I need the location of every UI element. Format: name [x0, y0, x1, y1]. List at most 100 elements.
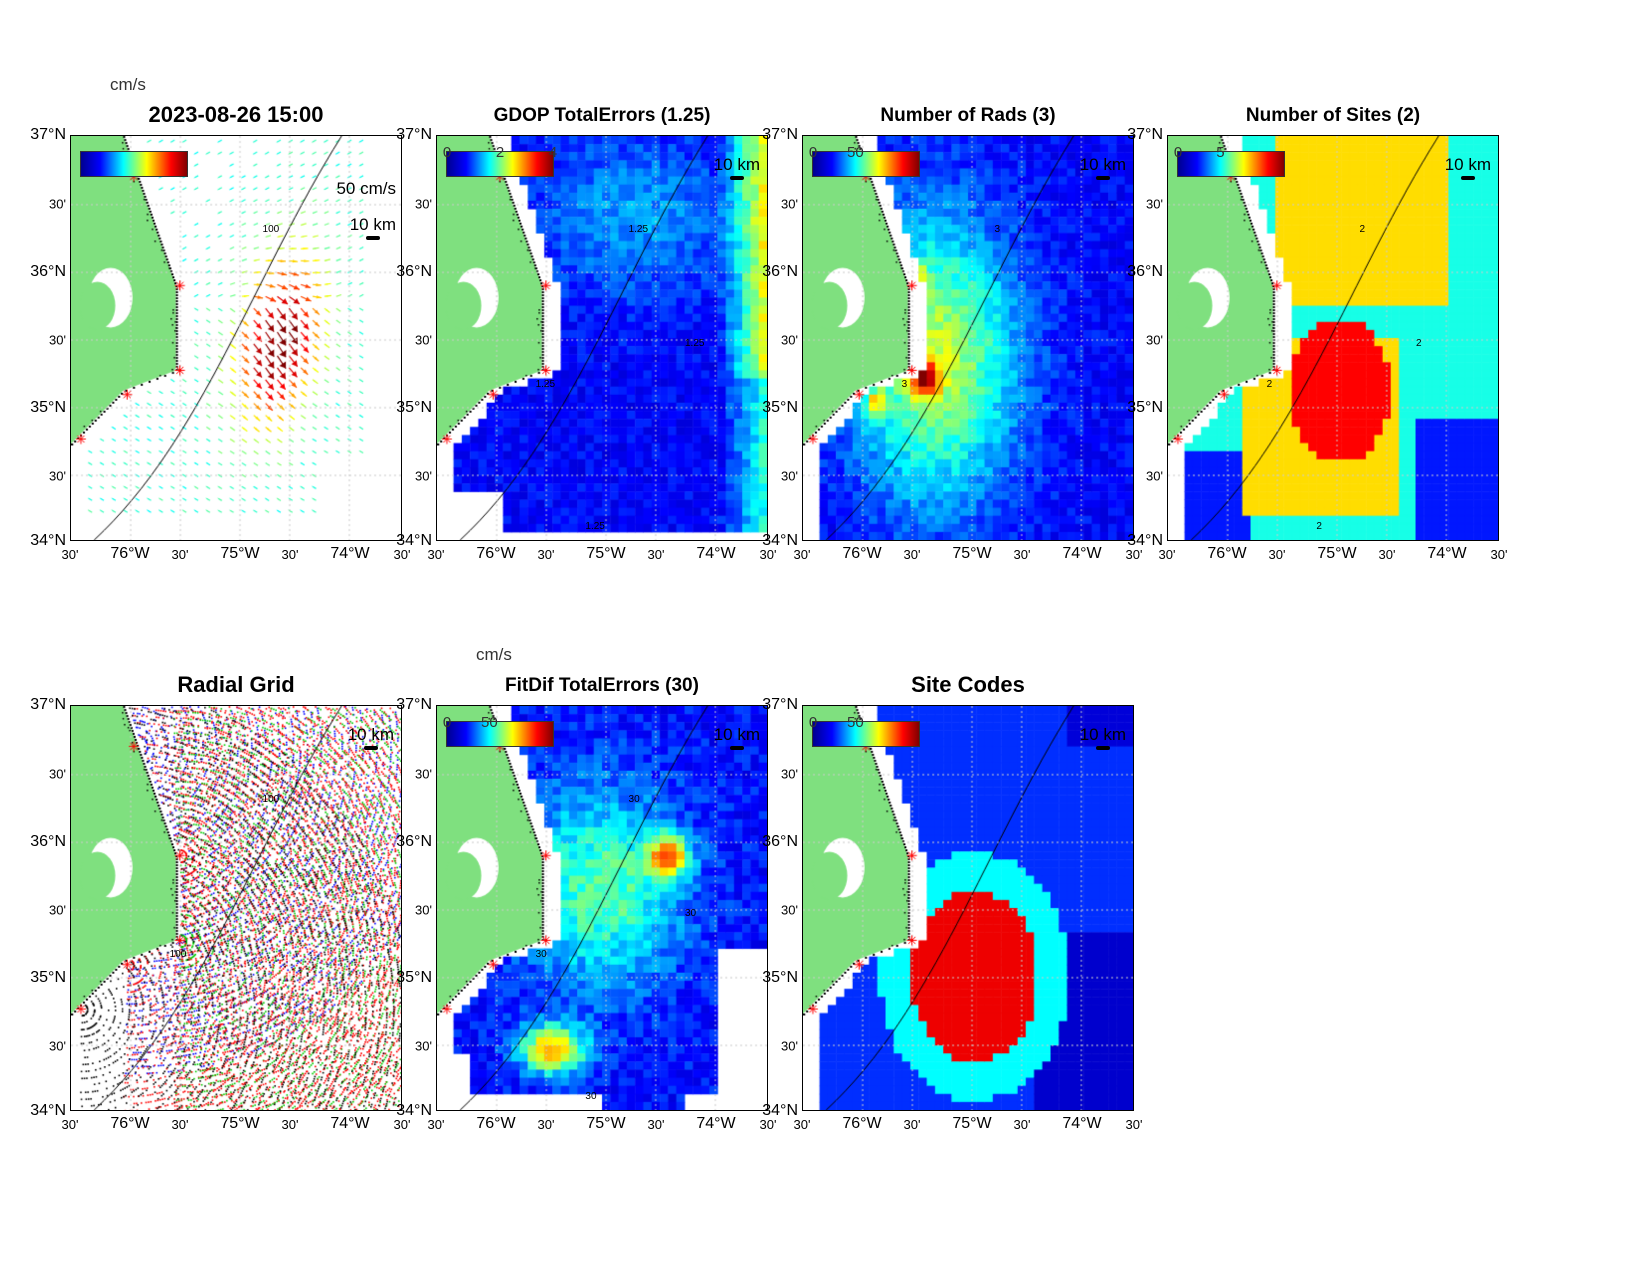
colorbar-tick: 50 [847, 144, 864, 161]
y-tick-label: 30' [415, 1038, 432, 1054]
y-tick-label: 30' [49, 468, 66, 484]
y-tick-label: 36°N [396, 833, 432, 850]
contour-label: 1.25 [685, 338, 705, 349]
contour-label: 2 [1416, 338, 1422, 349]
x-tick-label: 30' [793, 1117, 811, 1132]
panel-title: FitDif TotalErrors (30) [505, 675, 699, 696]
x-tick-label: 30' [393, 1117, 411, 1132]
x-tick-label: 76°W [476, 545, 516, 562]
x-tick-label: 30' [427, 1117, 445, 1132]
scale-bar-line [1095, 746, 1110, 750]
x-tick-label: 30' [61, 1117, 79, 1132]
y-tick-label: 35°N [30, 969, 66, 986]
y-tick-label: 35°N [762, 969, 798, 986]
y-tick-label: 34°N [30, 532, 66, 549]
contour-label: 30 [685, 908, 697, 919]
y-tick-label: 30' [49, 766, 66, 782]
y-tick-label: 36°N [762, 833, 798, 850]
map-canvas-gdop [436, 135, 768, 541]
scale-bar-line [363, 746, 378, 750]
y-tick-label: 34°N [396, 1102, 432, 1119]
contour-label: 30 [535, 948, 547, 960]
x-tick-label: 76°W [476, 1115, 516, 1132]
scale-label: 10 km [347, 725, 394, 744]
x-tick-label: 30' [903, 1117, 921, 1132]
y-tick-label: 30' [49, 902, 66, 918]
scale-bar: 10 km [714, 725, 760, 750]
contour-label: 3 [994, 224, 1001, 236]
map-canvas-fitdif [436, 705, 768, 1111]
y-tick-label: 35°N [762, 399, 798, 416]
colorbar-unit: cm/s [476, 645, 512, 664]
y-tick-label: 37°N [396, 696, 432, 713]
x-tick-label: 76°W [110, 545, 150, 562]
y-tick-label: 30' [49, 332, 66, 348]
y-tick-label: 30' [415, 332, 432, 348]
x-tick-label: 30' [61, 547, 79, 562]
y-tick-label: 30' [415, 902, 432, 918]
scale-bar: 10 km [350, 215, 396, 240]
scale-bar-line [1095, 176, 1110, 180]
y-tick-label: 36°N [30, 833, 66, 850]
colorbar-unit: cm/s [110, 75, 146, 94]
x-tick-label: 75°W [220, 1115, 260, 1132]
x-tick-label: 30' [281, 547, 299, 562]
y-tick-label: 30' [781, 1038, 798, 1054]
contour-label: 100 [262, 794, 280, 806]
x-tick-label: 30' [1268, 547, 1286, 562]
scale-label: 10 km [1079, 725, 1126, 744]
map-panel-fitdif: FitDif TotalErrors (30) 37°N 30' 36°N 30' 35°… [396, 645, 776, 1132]
x-tick-label: 75°W [1317, 545, 1357, 562]
y-tick-label: 30' [781, 902, 798, 918]
panel-title: 2023-08-26 15:00 [148, 102, 324, 127]
x-tick-label: 30' [793, 547, 811, 562]
colorbar-tick: 0 [1173, 144, 1183, 161]
x-tick-label: 30' [171, 1117, 189, 1132]
x-tick-label: 75°W [586, 545, 626, 562]
scale-bar: 10 km [1080, 725, 1126, 750]
contour-label: 2 [1316, 520, 1322, 532]
x-tick-label: 30' [281, 1117, 299, 1132]
colorbar [80, 151, 188, 177]
x-tick-label: 74°W [330, 545, 370, 562]
y-tick-label: 35°N [396, 399, 432, 416]
map-panel-sites: Number of Sites (2) 37°N 30' 36°N 30' 35°N 30'… [1127, 105, 1507, 562]
y-tick-label: 30' [1146, 332, 1163, 348]
x-tick-label: 30' [1378, 547, 1396, 562]
scale-label: 10 km [713, 155, 760, 174]
x-tick-label: 74°W [696, 545, 736, 562]
colorbar: 0 50 [809, 714, 920, 747]
y-tick-label: 34°N [30, 1102, 66, 1119]
colorbar: 0 50 [809, 144, 920, 177]
y-tick-label: 35°N [1127, 399, 1163, 416]
contour-label: 30 [628, 794, 640, 806]
panel-title: GDOP TotalErrors (1.25) [493, 105, 711, 126]
x-tick-label: 30' [1125, 1117, 1143, 1132]
colorbar-tick: 0 [442, 714, 452, 731]
contour-label: 30 [585, 1090, 597, 1102]
scale-label: 10 km [1079, 155, 1126, 174]
map-canvas-sites [1167, 135, 1499, 541]
map-canvas-radial [70, 705, 402, 1111]
x-tick-label: 30' [1125, 547, 1143, 562]
y-tick-label: 37°N [762, 126, 798, 143]
y-tick-label: 30' [781, 468, 798, 484]
map-panel-sitecodes: Site Codes 37°N 30' 36°N 30' 35°N 30' 34°N 30' 76… [762, 672, 1142, 1132]
colorbar-tick: 0 [808, 144, 818, 161]
map-panel-gdop: GDOP TotalErrors (1.25) 37°N 30' 36°N 30' 35°… [396, 105, 776, 562]
colorbar-tick: 50 [847, 714, 864, 731]
map-panel-rads: Number of Rads (3) 37°N 30' 36°N 30' 35°N 30' 3… [762, 105, 1142, 562]
scale-bar: 10 km [714, 155, 760, 180]
contour-label: 2 [1266, 378, 1273, 390]
y-tick-label: 37°N [396, 126, 432, 143]
x-tick-label: 76°W [110, 1115, 150, 1132]
x-tick-label: 30' [393, 547, 411, 562]
x-tick-label: 76°W [842, 1115, 882, 1132]
x-tick-label: 74°W [330, 1115, 370, 1132]
x-tick-label: 30' [647, 547, 665, 562]
contour-label: 3 [901, 378, 908, 390]
y-tick-label: 34°N [762, 532, 798, 549]
x-tick-label: 30' [427, 547, 445, 562]
x-tick-label: 30' [1013, 547, 1031, 562]
x-tick-label: 74°W [696, 1115, 736, 1132]
